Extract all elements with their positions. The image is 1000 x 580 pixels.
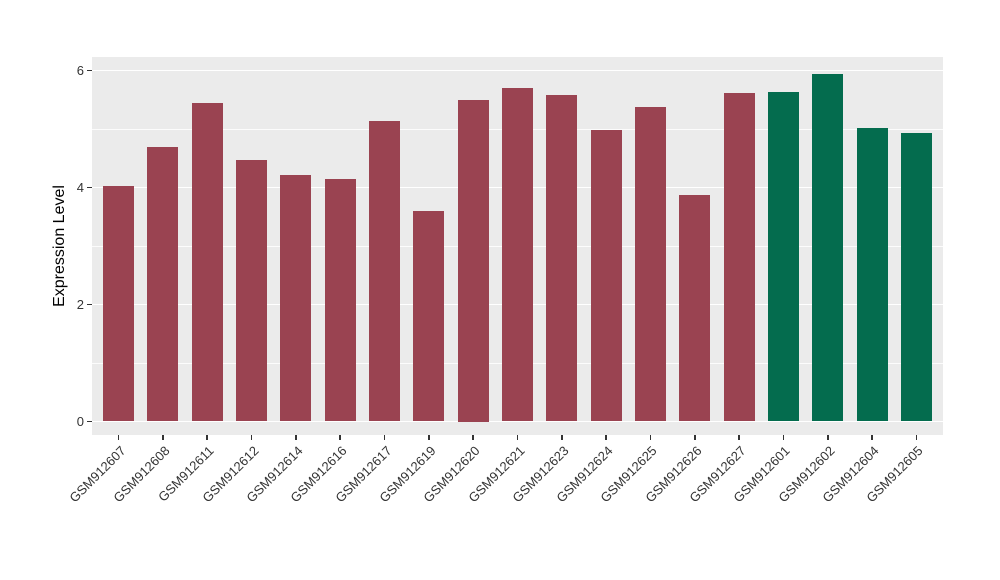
y-tick-mark [87, 420, 92, 423]
y-tick-label: 2 [76, 296, 84, 312]
bar-GSM912627 [723, 93, 755, 422]
x-tick-mark [827, 435, 829, 440]
x-tick-mark [117, 435, 120, 440]
x-tick-mark [250, 435, 253, 440]
bar-GSM912608 [147, 146, 179, 422]
gridline-major [92, 420, 943, 423]
bar-GSM912617 [369, 120, 401, 422]
x-tick-mark [561, 435, 563, 440]
bar-GSM912616 [324, 178, 356, 422]
bar-GSM912620 [457, 99, 489, 422]
x-tick-mark [605, 435, 607, 440]
y-tick-mark [87, 186, 92, 189]
x-tick-mark [782, 435, 785, 440]
bar-GSM912611 [191, 103, 223, 422]
x-tick-mark [162, 435, 164, 440]
bar-GSM912601 [767, 92, 799, 422]
y-tick-mark [87, 69, 92, 72]
x-tick-mark [738, 435, 740, 440]
bar-GSM912621 [501, 88, 533, 422]
bar-GSM912612 [236, 160, 268, 422]
x-tick-mark [516, 435, 519, 440]
bar-GSM912624 [590, 129, 622, 422]
bar-GSM912602 [812, 74, 844, 422]
y-tick-label: 0 [76, 413, 84, 429]
y-tick-label: 6 [76, 62, 84, 78]
bar-GSM912619 [413, 211, 445, 422]
bar-GSM912604 [856, 127, 888, 422]
y-tick-mark [87, 303, 92, 306]
x-tick-mark [339, 435, 341, 440]
x-tick-mark [694, 435, 696, 440]
y-tick-label: 4 [76, 179, 84, 195]
bar-GSM912623 [546, 95, 578, 422]
plot-panel [92, 57, 943, 435]
bar-GSM912605 [900, 132, 932, 422]
x-tick-mark [428, 435, 430, 440]
bar-GSM912626 [679, 195, 711, 422]
x-tick-mark [383, 435, 386, 440]
x-tick-mark [472, 435, 474, 440]
bar-GSM912625 [634, 106, 666, 422]
x-tick-mark [915, 435, 918, 440]
x-tick-mark [206, 435, 208, 440]
gridline-major [92, 69, 943, 72]
bar-GSM912607 [103, 185, 135, 422]
bar-GSM912614 [280, 175, 312, 422]
y-axis-title: Expression Level [51, 185, 68, 307]
x-tick-mark [871, 435, 873, 440]
x-tick-mark [295, 435, 297, 440]
x-tick-mark [649, 435, 652, 440]
